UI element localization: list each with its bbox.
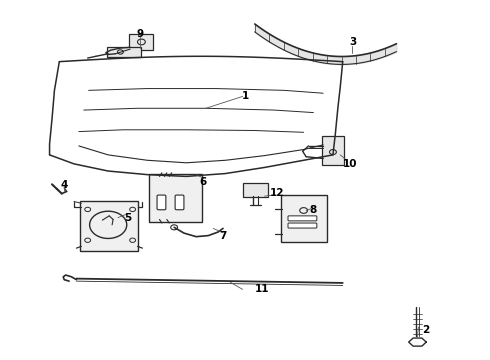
FancyBboxPatch shape — [129, 34, 153, 50]
FancyBboxPatch shape — [288, 216, 317, 221]
Text: 1: 1 — [242, 91, 248, 101]
FancyBboxPatch shape — [175, 195, 184, 210]
Text: 8: 8 — [310, 206, 317, 216]
FancyBboxPatch shape — [281, 195, 327, 242]
Text: 5: 5 — [124, 213, 131, 222]
FancyBboxPatch shape — [157, 195, 166, 210]
Text: 12: 12 — [270, 188, 284, 198]
Text: 2: 2 — [422, 325, 429, 335]
FancyBboxPatch shape — [322, 136, 343, 165]
Text: 10: 10 — [343, 159, 357, 169]
Text: 4: 4 — [61, 180, 68, 190]
Text: 7: 7 — [220, 231, 227, 240]
Text: 11: 11 — [255, 284, 270, 294]
Text: 3: 3 — [349, 37, 356, 47]
FancyBboxPatch shape — [149, 174, 202, 222]
FancyBboxPatch shape — [80, 201, 139, 251]
Text: 6: 6 — [200, 177, 207, 187]
FancyBboxPatch shape — [107, 46, 141, 57]
FancyBboxPatch shape — [288, 223, 317, 228]
FancyBboxPatch shape — [243, 183, 269, 197]
Text: 9: 9 — [136, 29, 144, 39]
